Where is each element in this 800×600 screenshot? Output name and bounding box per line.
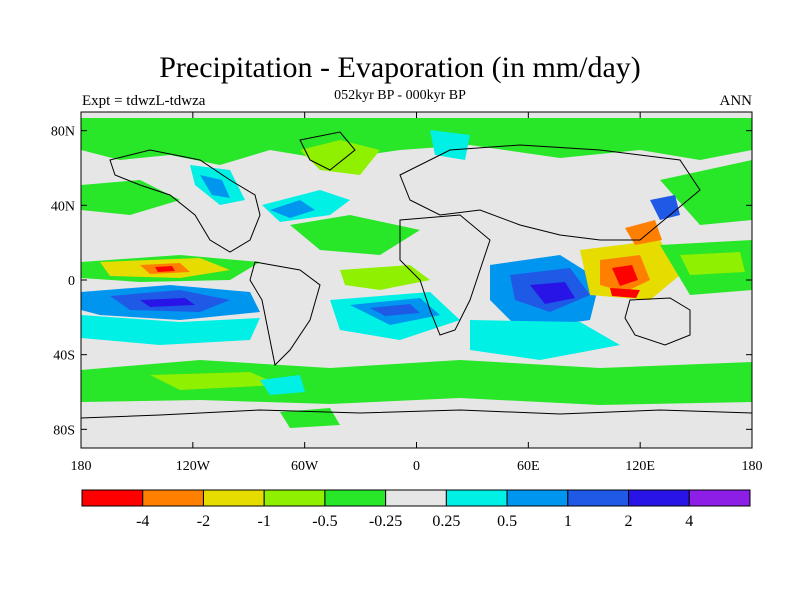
x-tick-label: 120W (176, 459, 211, 474)
x-tick-label: 180 (71, 459, 92, 474)
latitude-axis: 80N 40N 0 40S 80S (51, 125, 752, 438)
pme-field-contours (81, 118, 752, 448)
colorbar-label: 4 (685, 513, 693, 530)
colorbar-label: -2 (197, 513, 210, 530)
x-tick-label: 60E (517, 459, 540, 474)
map-panel (81, 112, 752, 448)
colorbar-swatch (688, 489, 751, 507)
colorbar-swatch (202, 489, 265, 507)
y-tick-label: 0 (68, 274, 75, 289)
y-tick-label: 40S (53, 349, 75, 364)
colorbar-swatch (385, 489, 447, 507)
colorbar-swatch (263, 489, 326, 507)
plot-subtitle: 052kyr BP - 000kyr BP (334, 88, 466, 103)
colorbar-swatch (506, 489, 569, 507)
y-tick-label: 80S (53, 423, 75, 438)
colorbar-label: 0.25 (432, 513, 460, 530)
colorbar-swatch (445, 489, 508, 507)
colorbar-label: -1 (258, 513, 271, 530)
colorbar-label: -0.5 (312, 513, 337, 530)
x-tick-label: 60W (291, 459, 319, 474)
colorbar-label: -4 (136, 513, 149, 530)
x-tick-label: 120E (625, 459, 655, 474)
plot-title: Precipitation - Evaporation (in mm/day) (159, 51, 641, 84)
y-tick-label: 40N (51, 199, 75, 214)
colorbar-swatch (81, 489, 144, 507)
coastlines (81, 131, 752, 419)
colorbar-swatch (628, 489, 690, 507)
longitude-axis: 180 120W 60W 0 60E 120E 180 (71, 112, 763, 474)
season-label: ANN (719, 93, 753, 109)
colorbar-label: 1 (564, 513, 572, 530)
colorbar-label: -0.25 (369, 513, 402, 530)
colorbar-label: 0.5 (497, 513, 517, 530)
y-tick-label: 80N (51, 125, 75, 140)
x-tick-label: 0 (413, 459, 420, 474)
colorbar-swatch (324, 489, 387, 507)
colorbar-swatch (567, 489, 630, 507)
colorbar: -4 -2 -1 -0.5 -0.25 0.25 0.5 1 2 4 (81, 489, 751, 530)
experiment-label: Expt = tdwzL-tdwza (82, 93, 206, 109)
colorbar-swatch (142, 489, 204, 507)
x-tick-label: 180 (742, 459, 763, 474)
colorbar-label: 2 (625, 513, 633, 530)
